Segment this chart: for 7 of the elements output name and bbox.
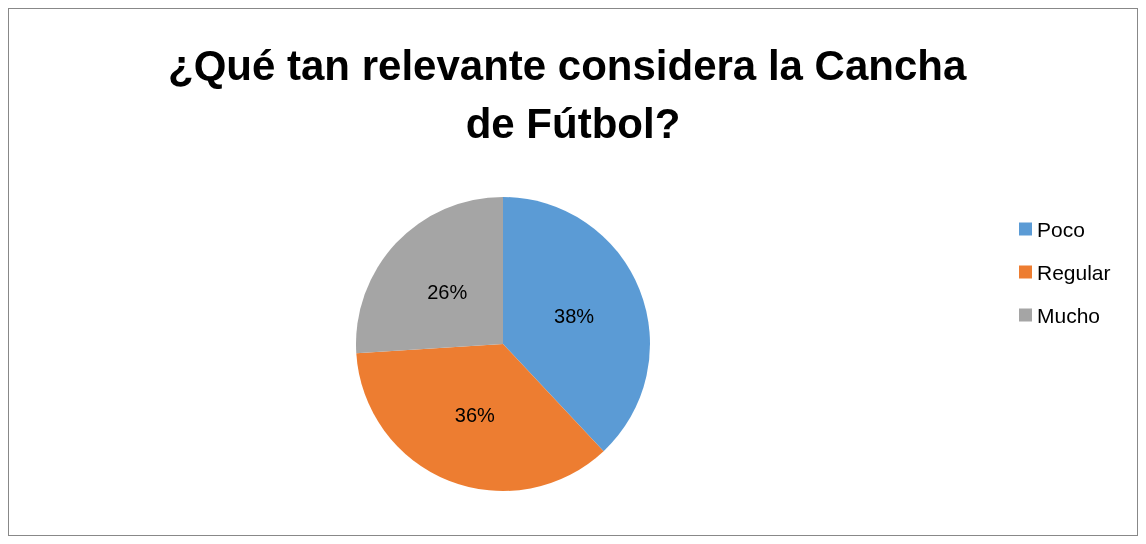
legend-label: Regular (1037, 260, 1111, 284)
data-label: 38% (554, 304, 595, 327)
data-label: 36% (454, 404, 496, 427)
data-label: 26% (427, 280, 468, 303)
legend-label: Poco (1037, 217, 1085, 241)
chart-title: ¿Qué tan relevante considera la Cancha de Fútbol? (168, 41, 978, 147)
legend-label: Mucho (1037, 303, 1101, 327)
